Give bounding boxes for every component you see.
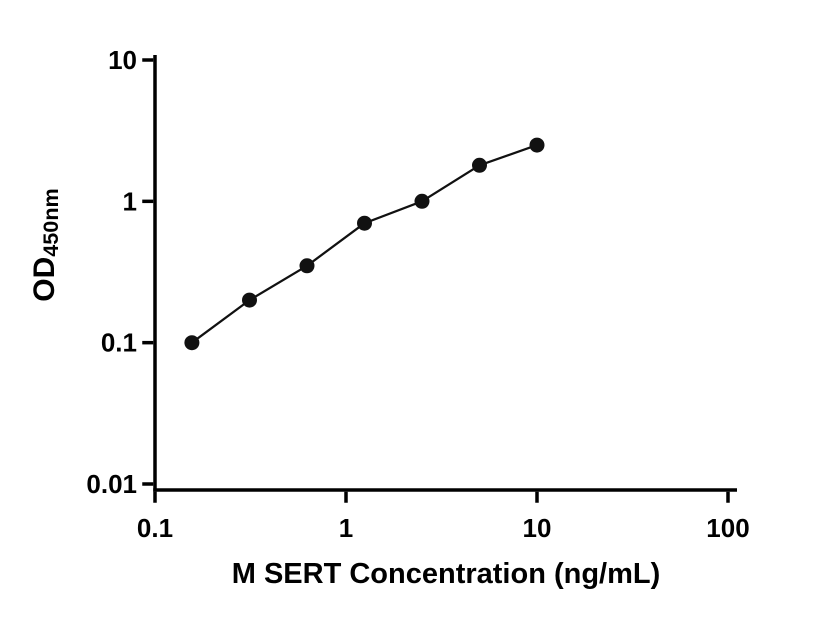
y-axis-title-sub: 450nm bbox=[37, 188, 63, 257]
x-tick-label: 0.1 bbox=[137, 513, 173, 543]
curve-line bbox=[191, 144, 538, 344]
y-tick-label: 0.01 bbox=[86, 469, 137, 499]
data-point bbox=[472, 157, 487, 173]
y-axis-title: OD450nm bbox=[28, 188, 63, 302]
data-point bbox=[357, 215, 372, 231]
data-point bbox=[414, 193, 430, 209]
x-tick-label: 100 bbox=[706, 513, 749, 543]
data-point bbox=[242, 292, 257, 308]
data-point bbox=[184, 335, 200, 351]
y-tick-label: 0.1 bbox=[101, 328, 137, 358]
x-tick-label: 10 bbox=[523, 513, 552, 543]
x-axis-title: M SERT Concentration (ng/mL) bbox=[231, 558, 661, 590]
y-tick-label: 10 bbox=[108, 45, 137, 75]
data-point bbox=[299, 258, 315, 274]
data-point bbox=[529, 137, 545, 153]
y-axis-title-main: OD bbox=[28, 256, 61, 302]
y-tick-label: 1 bbox=[123, 186, 137, 216]
x-tick-label: 1 bbox=[339, 513, 353, 543]
